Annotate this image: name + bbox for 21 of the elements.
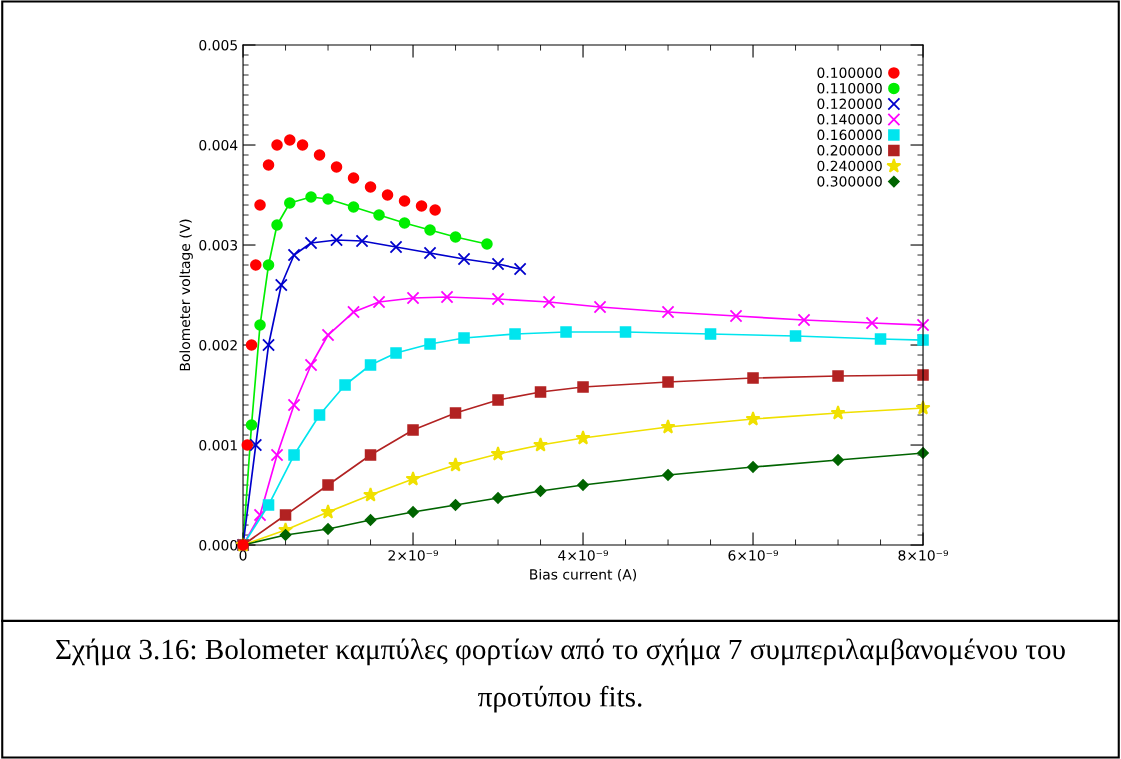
y-axis-title: Bolometer voltage (V) [179, 219, 193, 371]
x-tick-label: 4×10⁻⁹ [558, 550, 609, 561]
legend-label: 0.120000 [817, 98, 882, 110]
x-tick-label: 2×10⁻⁹ [388, 550, 439, 561]
y-tick-label: 0.000 [199, 540, 238, 551]
legend-label: 0.100000 [817, 67, 882, 78]
legend-label: 0.300000 [817, 176, 882, 187]
y-tick-label: 0.003 [199, 239, 238, 251]
y-tick-label: 0.001 [199, 440, 237, 451]
text: Σχήμα 3.16: Bolometer καμπύλες φορτίων από το σχήμα 7 συμπεριλαμβανομένου του προτύπου fits. [56, 638, 1065, 713]
y-tick-label: 0.002 [199, 339, 237, 351]
legend-label: 0.140000 [817, 114, 882, 125]
legend-label: 0.240000 [817, 160, 882, 172]
y-tick-label: 0.005 [199, 39, 237, 51]
legend-label: 0.110000 [817, 83, 882, 94]
legend-label: 0.160000 [817, 129, 882, 141]
x-axis-title: Bias current (A) [530, 568, 637, 582]
x-tick-label: 6×10⁻⁹ [728, 550, 779, 561]
y-tick-label: 0.004 [199, 139, 238, 151]
x-tick-label: 8×10⁻⁹ [898, 550, 949, 561]
legend-label: 0.200000 [817, 145, 882, 156]
